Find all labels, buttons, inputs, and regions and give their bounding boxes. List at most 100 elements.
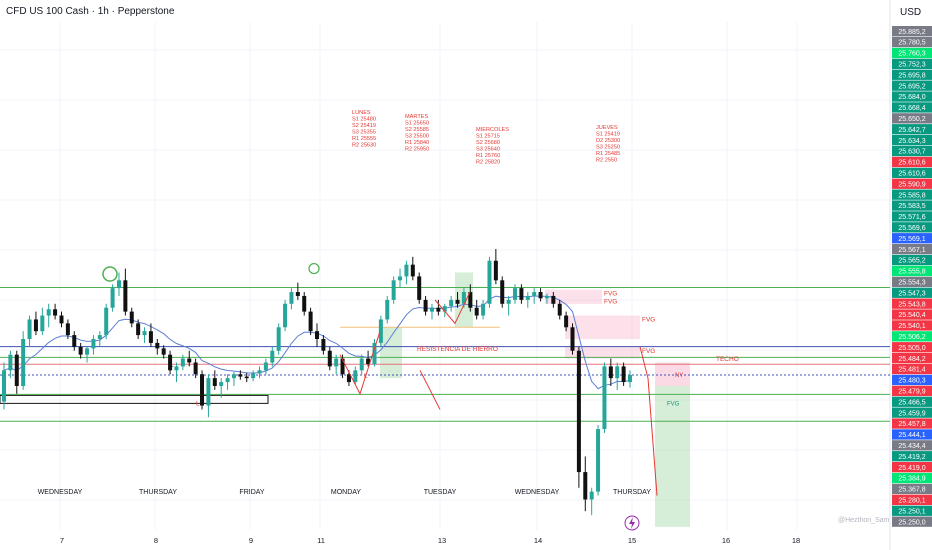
price-tick[interactable]: 25.642,7 (892, 124, 932, 135)
price-tick-label: 25.634,3 (898, 138, 925, 145)
price-tick[interactable]: 25.367,8 (892, 483, 932, 495)
price-tick[interactable]: 25.684,0 (892, 91, 932, 102)
price-tick-label: 25.250,0 (898, 519, 925, 526)
price-tick[interactable]: 25.610,6 (892, 167, 932, 178)
price-tick-bg (892, 363, 932, 375)
candle-body (404, 264, 409, 277)
candle-body (21, 339, 26, 386)
candle-body (461, 292, 466, 304)
chart-title: CFD US 100 Cash · 1h · Pepperstone (6, 6, 175, 17)
price-tick[interactable]: 25.554,3 (892, 276, 932, 287)
price-tick[interactable]: 25.479,9 (892, 385, 932, 396)
candle-body (429, 307, 434, 312)
projection-arrow (434, 291, 471, 325)
price-tick-label: 25.885,2 (898, 29, 925, 36)
lightning-icon[interactable] (624, 515, 640, 531)
price-tick[interactable]: 25.481,4 (892, 363, 932, 375)
price-tick-bg (892, 80, 932, 91)
pivot-note-line: S1 25480 (352, 117, 376, 123)
candle-body (116, 280, 121, 289)
price-tick[interactable]: 25.540,4 (892, 309, 932, 320)
candle-body (493, 260, 498, 281)
price-tick[interactable]: 25.650,2 (892, 113, 932, 124)
price-tick[interactable]: 25.569,1 (892, 233, 932, 244)
weekday-label: WEDNESDAY (38, 489, 83, 496)
price-tick[interactable]: 25.583,5 (892, 200, 932, 211)
price-tick-bg (892, 211, 932, 222)
price-tick-label: 25.668,4 (898, 105, 925, 112)
price-tick[interactable]: 25.250,0 (892, 516, 932, 527)
price-tick-bg (892, 396, 932, 407)
price-tick[interactable]: 25.885,2 (892, 26, 932, 37)
price-tick[interactable]: 25.760,3 (892, 47, 932, 59)
candle-body (391, 280, 396, 300)
price-tick[interactable]: 25.459,9 (892, 407, 932, 418)
price-tick-bg (892, 440, 932, 451)
price-tick[interactable]: 25.540,1 (892, 320, 932, 331)
price-tick-label: 25.505,0 (898, 345, 925, 352)
pivot-note-line: S3 25640 (476, 147, 500, 153)
price-tick[interactable]: 25.543,8 (892, 298, 932, 309)
price-tick[interactable]: 25.610,6 (892, 156, 932, 168)
price-tick[interactable]: 25.752,3 (892, 58, 932, 69)
pivot-note-line: MARTES (405, 114, 428, 120)
time-axis[interactable]: WEDNESDAY THURSDAY FRIDAY MONDAY TUESDAY WEDN… (38, 489, 800, 545)
price-tick[interactable]: 25.434,4 (892, 440, 932, 451)
price-tick[interactable]: 25.569,6 (892, 222, 932, 233)
candle-body (174, 366, 179, 371)
price-tick-bg (892, 483, 932, 495)
price-tick[interactable]: 25.634,3 (892, 135, 932, 146)
currency-label[interactable]: USD (900, 7, 921, 18)
price-tick[interactable]: 25.466,5 (892, 396, 932, 407)
price-tick[interactable]: 25.419,2 (892, 451, 932, 462)
price-tick[interactable]: 25.565,2 (892, 254, 932, 266)
candle-body (589, 491, 594, 500)
price-tick[interactable]: 25.555,8 (892, 265, 932, 277)
price-tick[interactable]: 25.695,2 (892, 80, 932, 91)
price-tick-bg (892, 36, 932, 48)
price-tick[interactable]: 25.668,4 (892, 102, 932, 113)
price-tick[interactable]: 25.419,0 (892, 462, 932, 473)
price-tick[interactable]: 25.567,1 (892, 244, 932, 255)
swing-high-circle (102, 266, 118, 282)
price-tick-label: 25.752,3 (898, 62, 925, 69)
candle-body (193, 362, 198, 375)
candle-body (596, 429, 601, 492)
price-tick-label: 25.565,2 (898, 258, 925, 265)
price-tick-bg (892, 276, 932, 287)
price-tick[interactable]: 25.480,3 (892, 374, 932, 386)
candle-body (436, 307, 441, 312)
candle-body (519, 288, 524, 300)
price-tick-label: 25.459,9 (898, 410, 925, 417)
price-tick[interactable]: 25.585,8 (892, 189, 932, 200)
price-tick[interactable]: 25.457,8 (892, 418, 932, 429)
price-axis[interactable]: 25.885,2 25.780,5 25.760,3 25.752,3 25.695,8… (892, 26, 932, 527)
ny-label: NY (675, 373, 683, 379)
price-tick[interactable]: 25.590,9 (892, 178, 932, 189)
candle-body (78, 346, 83, 355)
pivot-note-line: R1 25840 (405, 140, 429, 146)
candle-body (538, 292, 543, 299)
price-tick-bg (892, 265, 932, 277)
price-tick[interactable]: 25.630,7 (892, 145, 932, 157)
pivot-note-line: S1 25715 (476, 134, 500, 140)
price-tick[interactable]: 25.280,1 (892, 494, 932, 505)
candle-body (346, 374, 351, 383)
candlestick-series (2, 248, 632, 516)
candle-body (129, 311, 134, 324)
price-tick[interactable]: 25.505,0 (892, 342, 932, 353)
price-tick-bg (892, 124, 932, 135)
price-tick[interactable]: 25.484,2 (892, 353, 932, 364)
candle-body (289, 292, 294, 304)
price-tick[interactable]: 25.547,3 (892, 287, 932, 298)
price-tick[interactable]: 25.780,5 (892, 36, 932, 48)
price-tick[interactable]: 25.506,2 (892, 331, 932, 342)
candle-body (532, 292, 537, 296)
price-tick-bg (892, 353, 932, 364)
price-tick[interactable]: 25.695,8 (892, 69, 932, 80)
price-tick[interactable]: 25.250,1 (892, 505, 932, 516)
price-tick[interactable]: 25.384,9 (892, 472, 932, 484)
price-tick[interactable]: 25.571,6 (892, 211, 932, 222)
